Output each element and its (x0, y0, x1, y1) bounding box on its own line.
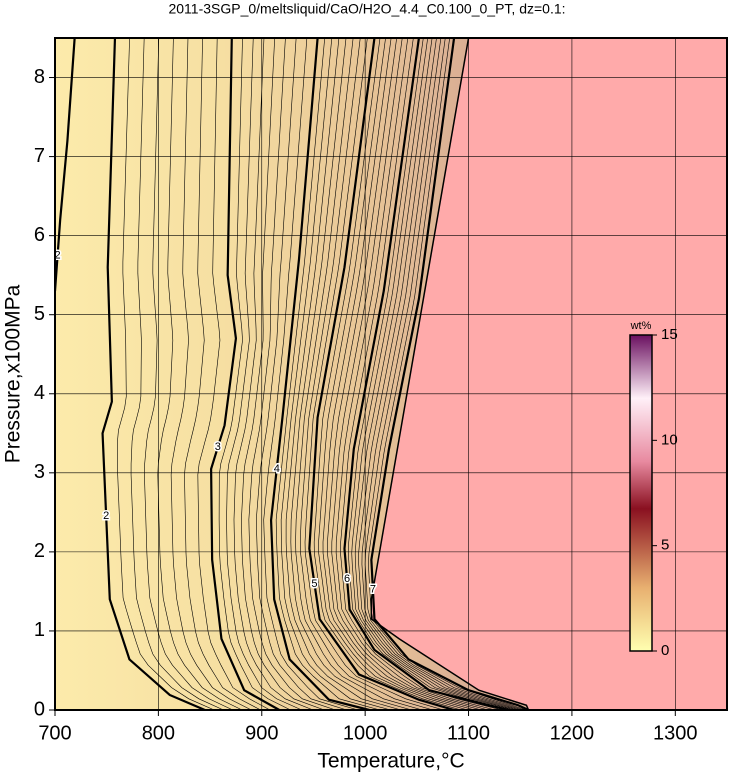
minor-contour (184, 38, 261, 710)
y-tick-label: 5 (34, 303, 45, 325)
contour-label: 6 (344, 573, 350, 585)
minor-contour (318, 38, 468, 710)
minor-contour (299, 38, 433, 710)
contour-label: 4 (274, 463, 280, 475)
y-tick-label: 2 (34, 540, 45, 562)
contour-label: 2 (103, 510, 109, 522)
y-tick-label: 8 (34, 66, 45, 88)
minor-contour (280, 38, 391, 710)
minor-contour (348, 38, 512, 710)
contour-label: 2 (55, 249, 61, 261)
overlay: 700 800 900 1000 1100 1200 1300 0 1 2 3 4 5 6 7 8 wt% 0 5 1… (34, 37, 728, 744)
minor-contour (263, 38, 359, 710)
x-tick-label: 800 (142, 722, 175, 744)
chart-title: 2011-3SGP_0/meltsliquid/CaO/H2O_4.4_C0.1… (168, 1, 565, 17)
colorbar-tick-label: 15 (661, 326, 678, 343)
colorbar-tick-label: 5 (661, 537, 669, 554)
contour-line (370, 38, 529, 710)
contour-line (55, 38, 76, 292)
y-tick-label: 1 (34, 619, 45, 641)
contour-line (308, 38, 455, 710)
colorbar-tick-label: 10 (661, 431, 678, 448)
y-tick-label: 7 (34, 145, 45, 167)
y-tick-label: 0 (34, 698, 45, 720)
minor-contour (275, 38, 380, 710)
minor-contour (285, 38, 402, 710)
plot-area: 2 2 3 4 5 6 7 (55, 38, 727, 710)
contour-label: 3 (215, 441, 221, 453)
contour-label: 5 (311, 578, 317, 590)
x-tick-label: 900 (245, 722, 278, 744)
x-tick-label: 1200 (550, 722, 595, 744)
minor-contour (241, 38, 325, 710)
minor-contour (335, 38, 496, 710)
minor-contour (157, 38, 243, 710)
y-tick-label: 6 (34, 224, 45, 246)
minor-contour (304, 38, 444, 710)
x-tick-label: 700 (38, 722, 71, 744)
contour-line (343, 38, 510, 710)
contour-line (101, 38, 206, 710)
minor-contour (358, 38, 519, 710)
minor-contour (327, 38, 482, 710)
colorbar-tick-label: 0 (661, 642, 669, 659)
plot-frame (54, 37, 728, 711)
minor-contour (255, 38, 347, 710)
minor-contour (117, 38, 215, 710)
minor-contour (368, 38, 527, 710)
y-axis-label: Pressure,x100MPa (2, 284, 25, 463)
x-axis-label: Temperature,°C (317, 750, 464, 773)
minor-contour (233, 38, 314, 710)
x-tick-label: 1300 (653, 722, 698, 744)
minor-contour (218, 38, 291, 710)
minor-contour (340, 38, 503, 710)
colorbar-label: wt% (630, 320, 652, 332)
minor-contour (197, 38, 271, 710)
colorbar (629, 334, 653, 652)
minor-contour (364, 38, 524, 710)
minor-contour (351, 38, 514, 710)
contour-label: 7 (370, 583, 376, 595)
minor-contour (295, 38, 423, 710)
y-tick-label: 3 (34, 461, 45, 483)
minor-contour (361, 38, 522, 710)
minor-contour (248, 38, 336, 710)
x-tick-label: 1100 (447, 722, 490, 744)
contour-line (269, 38, 370, 710)
minor-contour (130, 38, 224, 710)
minor-contour (226, 38, 302, 710)
minor-contour (170, 38, 252, 710)
minor-contour (144, 38, 233, 710)
minor-contour (322, 38, 475, 710)
contour-line (210, 38, 280, 710)
minor-contour (354, 38, 517, 710)
x-tick-label: 1000 (343, 722, 388, 744)
minor-contour (331, 38, 489, 710)
minor-contour (290, 38, 412, 710)
y-tick-label: 4 (34, 382, 45, 404)
